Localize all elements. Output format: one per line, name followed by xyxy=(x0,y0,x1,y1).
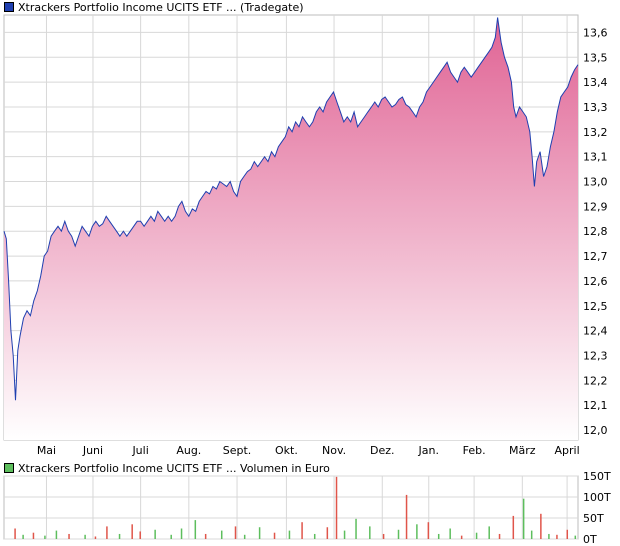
volume-bar xyxy=(139,531,141,539)
volume-bar xyxy=(574,535,577,539)
price-legend-swatch xyxy=(4,2,14,12)
month-tick-label: Mai xyxy=(37,444,56,457)
month-tick-label: April xyxy=(555,444,580,457)
volume-bar xyxy=(234,526,237,539)
price-y-tick-label: 12,4 xyxy=(583,325,608,338)
price-y-tick-label: 12,1 xyxy=(583,399,608,412)
month-tick-label: Nov. xyxy=(322,444,346,457)
volume-bar xyxy=(382,533,385,539)
month-tick-label: Juni xyxy=(82,444,103,457)
volume-bar xyxy=(204,533,207,539)
price-y-tick-label: 13,5 xyxy=(583,51,608,64)
price-y-tick-label: 13,1 xyxy=(583,151,608,164)
month-tick-label: März xyxy=(509,444,536,457)
price-line xyxy=(3,17,579,401)
price-y-tick-label: 13,4 xyxy=(583,76,608,89)
price-y-tick-label: 12,6 xyxy=(583,275,608,288)
month-tick-label: Okt. xyxy=(275,444,298,457)
volume-bar xyxy=(313,533,316,539)
volume-bar xyxy=(335,476,338,539)
volume-bar xyxy=(118,533,121,539)
volume-bar xyxy=(32,532,35,539)
volume-bar xyxy=(131,524,133,539)
volume-y-tick-label: 50T xyxy=(583,512,604,525)
volume-bar xyxy=(566,529,569,539)
volume-bar xyxy=(170,534,172,539)
volume-bar xyxy=(22,534,24,539)
price-legend: Xtrackers Portfolio Income UCITS ETF ...… xyxy=(4,0,304,14)
volume-bar xyxy=(449,528,451,539)
volume-bar xyxy=(288,530,291,539)
volume-legend: Xtrackers Portfolio Income UCITS ETF ...… xyxy=(4,461,330,475)
volume-bar xyxy=(343,530,346,539)
volume-bar xyxy=(273,532,276,539)
price-y-tick-label: 12,0 xyxy=(583,424,608,437)
price-y-tick-label: 12,5 xyxy=(583,300,608,313)
month-tick-label: Sept. xyxy=(223,444,252,457)
volume-bar xyxy=(326,527,329,539)
volume-bar xyxy=(14,528,16,539)
volume-bar xyxy=(369,526,371,539)
price-y-tick-label: 12,7 xyxy=(583,250,608,263)
volume-bar xyxy=(180,528,183,539)
volume-bar xyxy=(355,518,357,539)
volume-bar xyxy=(154,529,156,539)
price-area xyxy=(4,17,578,440)
volume-plot-area xyxy=(3,475,579,540)
volume-bar xyxy=(68,533,70,539)
volume-bar xyxy=(194,520,197,539)
volume-y-tick-label: 150T xyxy=(583,470,611,483)
volume-bar xyxy=(475,532,478,539)
volume-bar xyxy=(522,498,525,539)
volume-bar xyxy=(397,529,400,539)
price-y-tick-label: 13,0 xyxy=(583,176,608,189)
volume-bar xyxy=(84,534,86,539)
price-y-tick-label: 13,2 xyxy=(583,126,608,139)
volume-bar xyxy=(44,535,46,539)
volume-bar xyxy=(437,533,440,539)
price-y-tick-label: 12,2 xyxy=(583,374,608,387)
volume-bar xyxy=(106,526,108,539)
volume-bar xyxy=(540,513,542,539)
price-legend-label: Xtrackers Portfolio Income UCITS ETF ...… xyxy=(18,0,304,14)
volume-y-tick-label: 0T xyxy=(583,533,597,546)
price-y-tick-label: 13,6 xyxy=(583,26,608,39)
volume-bar xyxy=(512,515,515,539)
price-y-tick-label: 12,3 xyxy=(583,349,608,362)
volume-bar xyxy=(301,522,303,539)
volume-bar xyxy=(427,522,430,539)
volume-bar xyxy=(488,526,490,539)
volume-legend-swatch xyxy=(4,463,14,473)
price-y-tick-label: 12,9 xyxy=(583,200,608,213)
month-tick-label: Juli xyxy=(131,444,148,457)
volume-bar xyxy=(416,524,418,539)
price-y-tick-label: 13,3 xyxy=(583,101,608,114)
month-tick-label: Dez. xyxy=(370,444,395,457)
volume-bar xyxy=(405,494,408,539)
volume-bar xyxy=(498,533,501,539)
volume-bar xyxy=(243,534,246,539)
month-tick-label: Aug. xyxy=(176,444,201,457)
volume-bar xyxy=(94,536,97,539)
volume-bar xyxy=(460,535,463,539)
month-tick-label: Jan. xyxy=(418,444,439,457)
volume-bar xyxy=(556,534,558,539)
volume-bar xyxy=(220,530,223,539)
volume-legend-label: Xtrackers Portfolio Income UCITS ETF ...… xyxy=(18,461,330,475)
volume-bar xyxy=(55,530,58,539)
month-tick-label: Feb. xyxy=(463,444,486,457)
volume-bar xyxy=(530,530,533,539)
price-y-tick-label: 12,8 xyxy=(583,225,608,238)
volume-bar xyxy=(258,527,261,539)
volume-y-tick-label: 100T xyxy=(583,491,611,504)
volume-bar xyxy=(548,533,550,539)
